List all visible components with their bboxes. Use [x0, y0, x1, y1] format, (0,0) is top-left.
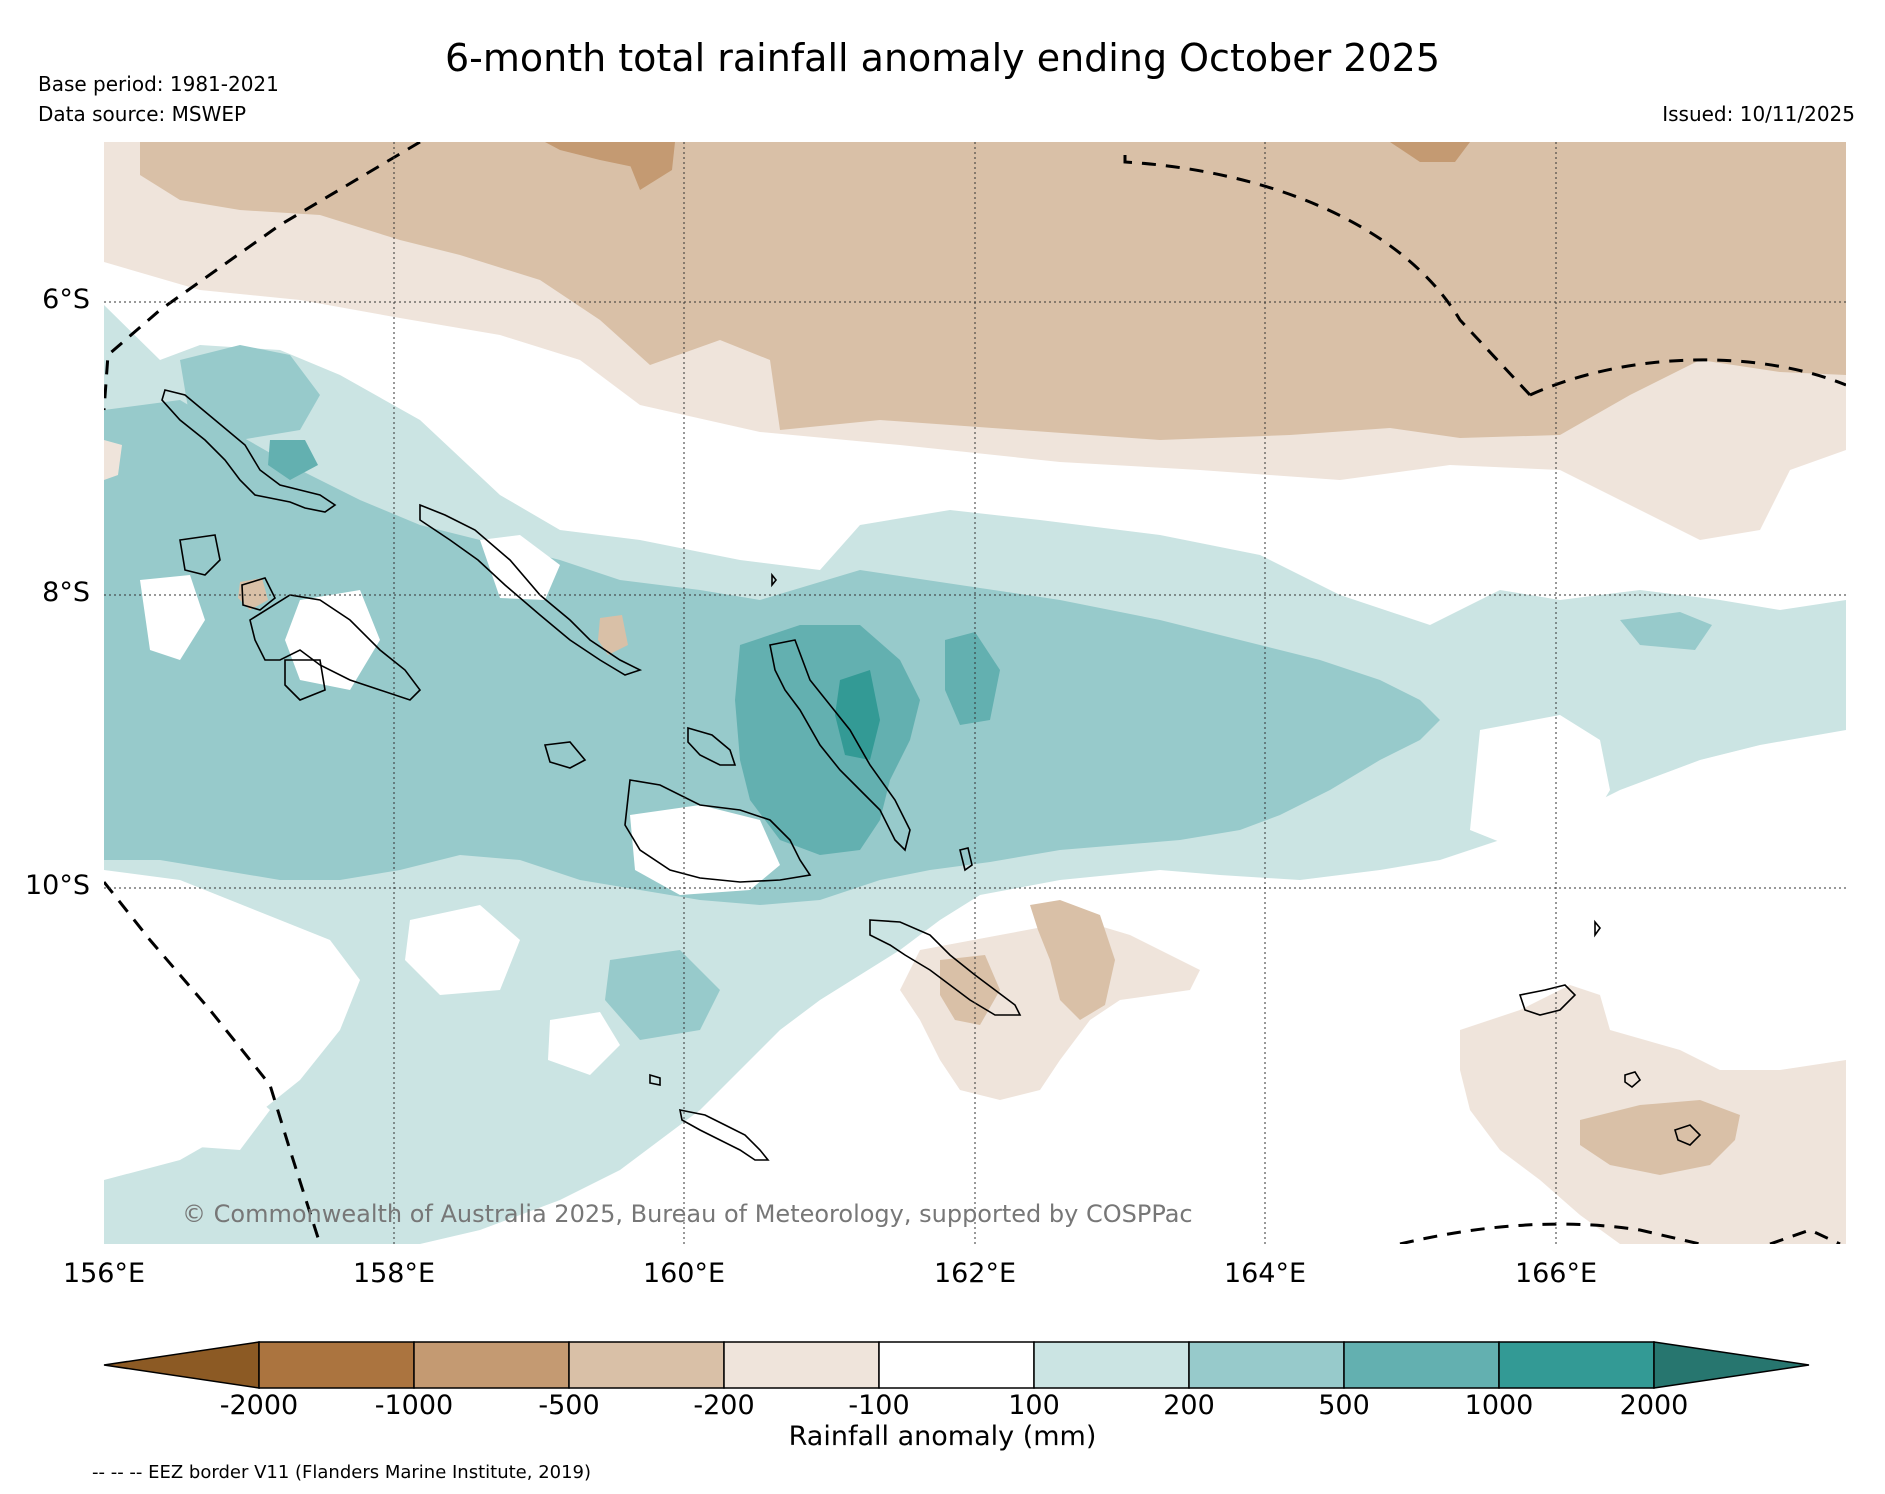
coastline-vanikoro	[1624, 1071, 1642, 1089]
graticule	[104, 142, 1846, 1244]
colorbar-tick-label: -1000	[374, 1390, 454, 1421]
colorbar-segment-1	[258, 1341, 415, 1389]
lon-label-164e: 164°E	[1223, 1258, 1307, 1289]
lat-label-8s: 8°S	[42, 577, 90, 608]
eez-border-sw	[104, 881, 322, 1244]
lon-label-156e: 156°E	[62, 1258, 146, 1289]
colorbar-tick-label: -100	[848, 1390, 910, 1421]
eez-borders	[104, 142, 1846, 1244]
eez-border-e	[1529, 358, 1846, 397]
colorbar-tick-label: 500	[1318, 1390, 1370, 1421]
eez-border-ne	[1123, 155, 1532, 397]
colorbar-tick-label: 2000	[1619, 1390, 1689, 1421]
coastline-utupua	[1674, 1124, 1702, 1146]
anomaly-zone-wet-northwest	[180, 345, 320, 440]
coastline-malaita	[869, 919, 1022, 1016]
colorbar-tick-label: -2000	[219, 1390, 299, 1421]
colorbar-segment-6	[1033, 1341, 1190, 1389]
coastline-small-malaita	[959, 847, 973, 872]
anomaly-zone-light-dry-west-edge	[104, 440, 122, 480]
lon-label-158e: 158°E	[352, 1258, 436, 1289]
coastline-rennell	[649, 1073, 661, 1086]
colorbar-title: Rainfall anomaly (mm)	[788, 1421, 1097, 1452]
anomaly-zone-neutral-1	[140, 575, 205, 660]
coastline-vella-lavella	[179, 534, 221, 576]
anomaly-zone-neutral-3	[630, 805, 780, 895]
coastline-new-georgia	[249, 594, 422, 701]
copyright-notice: © Commonwealth of Australia 2025, Bureau…	[182, 1200, 1193, 1228]
anomaly-zone-dry-southcentral	[1030, 900, 1115, 1020]
lon-label-166e: 166°E	[1514, 1258, 1598, 1289]
lat-label-6s: 6°S	[42, 284, 90, 315]
coastline-santa-cruz-nendo	[1518, 984, 1577, 1016]
colorbar-extend-low	[103, 1341, 260, 1389]
colorbar-segment-4	[723, 1341, 880, 1389]
anomaly-zone-neutral-5	[1470, 715, 1610, 850]
colorbar-segment-9	[1498, 1341, 1655, 1389]
colorbar	[103, 1341, 1810, 1389]
colorbar-segment-5	[878, 1341, 1035, 1389]
coastline-bougainville	[161, 389, 337, 513]
anomaly-zone-neutral-2	[285, 590, 380, 690]
anomaly-zone-strong-wet-west	[268, 440, 318, 480]
anomaly-zone-neutral-6	[405, 905, 520, 995]
anomaly-zone-moderate-dry-north-2	[610, 142, 675, 190]
anomaly-zone-very-strong-wet	[835, 670, 880, 760]
map-title: 6-month total rainfall anomaly ending Oc…	[444, 36, 1440, 80]
coastline-reef-islands	[1594, 919, 1602, 938]
colorbar-segment-3	[568, 1341, 725, 1389]
coastline-ontong-java	[771, 572, 778, 588]
coastlines	[161, 389, 1702, 1161]
coastline-makira	[678, 1108, 770, 1161]
colorbar-tick-label: 1000	[1464, 1390, 1534, 1421]
anomaly-zone-dry-southcentral-2	[940, 955, 1000, 1025]
colorbar-segment-7	[1188, 1341, 1345, 1389]
anomaly-zone-dry-southeast	[1580, 1100, 1740, 1175]
colorbar-tick-label: -500	[538, 1390, 600, 1421]
coastline-choiseul	[419, 503, 643, 676]
anomaly-zone-moderate-dry-north-3	[1390, 142, 1470, 162]
colorbar-tick-label: -200	[693, 1390, 755, 1421]
anomaly-zone-wet-southwest	[605, 950, 720, 1040]
colorbar-tick-label: 100	[1008, 1390, 1060, 1421]
eez-border-footnote: -- -- -- EEZ border V11 (Flanders Marine…	[92, 1462, 592, 1483]
anomaly-zone-strong-wet-east	[945, 632, 1000, 725]
coastline-russell-islands	[543, 741, 587, 769]
colorbar-segment-8	[1343, 1341, 1500, 1389]
colorbar-extend-high	[1653, 1341, 1810, 1389]
anomaly-zone-neutral-7	[160, 1075, 270, 1150]
lon-label-162e: 162°E	[933, 1258, 1017, 1289]
anomaly-zone-dry-west-patch	[238, 578, 268, 610]
base-period-label: Base period: 1981-2021	[38, 72, 279, 96]
eez-border-nw	[104, 142, 421, 411]
anomaly-zone-wet-east-patch	[1620, 612, 1712, 650]
coastline-guadalcanal	[624, 779, 812, 883]
colorbar-segment-2	[413, 1341, 570, 1389]
data-source-label: Data source: MSWEP	[38, 102, 247, 126]
anomaly-zone-neutral-8	[548, 1012, 620, 1075]
lon-label-160e: 160°E	[642, 1258, 726, 1289]
anomaly-zone-dry-north	[140, 142, 1846, 440]
issued-date-label: Issued: 10/11/2025	[1662, 102, 1855, 126]
anomaly-zone-dry-west-patch-2	[598, 615, 628, 655]
eez-border-se	[1399, 1222, 1701, 1244]
colorbar-tick-label: 200	[1163, 1390, 1215, 1421]
coastline-kolombangara	[241, 577, 277, 611]
coastline-santa-isabel	[769, 639, 911, 852]
coastline-rendova	[284, 659, 326, 701]
coastline-nggela	[687, 726, 737, 766]
lat-label-10s: 10°S	[25, 870, 90, 901]
